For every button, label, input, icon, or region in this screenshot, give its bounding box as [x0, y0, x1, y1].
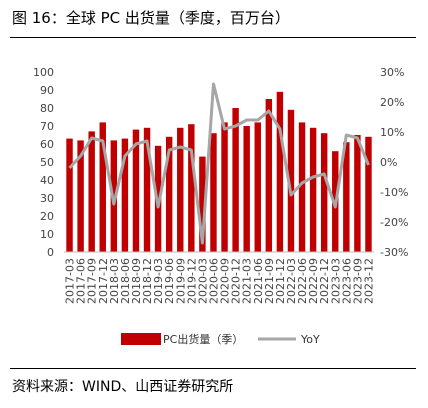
x-tick-label: 2017-09 — [86, 258, 99, 304]
x-tick-label: 2023-03 — [329, 258, 342, 304]
bar — [221, 122, 228, 253]
bar — [287, 109, 295, 252]
bar — [254, 122, 261, 253]
x-tick-label: 2017-12 — [97, 258, 110, 304]
source-rule — [10, 368, 416, 369]
source-note: 资料来源：WIND、山西证券研究所 — [12, 379, 234, 395]
x-tick-label: 2020-03 — [196, 258, 209, 304]
bar-series — [66, 91, 372, 253]
x-tick-label: 2023-06 — [340, 258, 353, 304]
x-tick-label: 2020-12 — [230, 258, 243, 304]
bar — [309, 127, 317, 252]
y-tick-label: 100 — [33, 66, 54, 79]
x-tick-label: 2021-09 — [263, 258, 276, 304]
y2-tick-label: -30% — [380, 246, 408, 259]
x-tick-label: 2023-12 — [362, 258, 375, 304]
y2-tick-label: 10% — [380, 126, 404, 139]
bar — [243, 126, 250, 252]
axes: 0 10 20 30 40 50 60 70 80 90 100 -30% -20% -10% 0% 10% 2… — [33, 66, 408, 304]
y-tick-label: 70 — [40, 120, 54, 133]
bar — [177, 127, 184, 252]
x-tick-label: 2018-12 — [141, 258, 154, 304]
x-tick-label: 2021-06 — [252, 258, 265, 304]
x-tick-label: 2017-03 — [64, 258, 77, 304]
x-tick-label: 2022-06 — [296, 258, 309, 304]
bar — [298, 122, 306, 253]
x-tick-label: 2020-06 — [207, 258, 220, 304]
yoy-line — [68, 82, 370, 245]
bar — [365, 136, 372, 252]
x-tick-label: 2017-06 — [75, 258, 88, 304]
bar — [354, 135, 361, 252]
bar — [232, 108, 239, 252]
bar — [143, 127, 151, 252]
bar — [199, 156, 206, 252]
title-rule — [10, 37, 416, 38]
x-tick-label: 2019-09 — [174, 258, 187, 304]
legend-label-bar: PC出货量（季） — [163, 332, 243, 346]
bar — [343, 142, 350, 252]
x-tick-label: 2020-09 — [219, 258, 232, 304]
bar — [121, 138, 129, 252]
x-tick-label: 2021-03 — [241, 258, 254, 304]
x-tick-label: 2019-12 — [185, 258, 198, 304]
y-tick-label: 10 — [40, 228, 54, 241]
yoy-series — [68, 82, 370, 245]
y-tick-label: 50 — [40, 156, 54, 169]
y-tick-label: 30 — [40, 192, 54, 205]
bar — [77, 140, 84, 252]
y-tick-label: 40 — [40, 174, 54, 187]
x-tick-label: 2019-06 — [163, 258, 176, 304]
x-tick-label: 2022-03 — [285, 258, 298, 304]
bar — [99, 122, 106, 253]
y2-tick-label: -10% — [380, 186, 408, 199]
y-tick-label: 0 — [47, 246, 54, 259]
bar — [66, 138, 73, 252]
bar — [320, 133, 328, 252]
bar — [276, 91, 284, 252]
y-tick-label: 80 — [40, 102, 54, 115]
x-tick-label: 2018-09 — [130, 258, 143, 304]
y2-tick-label: 30% — [380, 66, 404, 79]
y-tick-label: 60 — [40, 138, 54, 151]
legend: PC出货量（季） YoY — [121, 332, 320, 346]
x-tick-label: 2023-09 — [351, 258, 364, 304]
x-tick-label: 2018-03 — [108, 258, 121, 304]
x-tick-label: 2022-12 — [318, 258, 331, 304]
y-tick-label: 20 — [40, 210, 54, 223]
y2-tick-label: -20% — [380, 216, 408, 229]
bar — [165, 136, 173, 252]
x-tick-label: 2019-03 — [152, 258, 165, 304]
bar — [265, 99, 273, 252]
y2-tick-label: 20% — [380, 96, 404, 109]
y2-tick-label: 0% — [380, 156, 397, 169]
chart-title: 图 16：全球 PC 出货量（季度，百万台） — [12, 9, 290, 27]
legend-label-line: YoY — [300, 333, 320, 346]
y-tick-label: 90 — [40, 84, 54, 97]
bar — [88, 131, 95, 252]
x-tick-label: 2018-06 — [119, 258, 132, 304]
x-tick-label: 2022-09 — [307, 258, 320, 304]
x-tick-label: 2021-12 — [274, 258, 287, 304]
legend-swatch-bar — [121, 333, 161, 345]
bar — [132, 129, 140, 252]
bar — [210, 133, 217, 252]
bar — [188, 124, 195, 252]
